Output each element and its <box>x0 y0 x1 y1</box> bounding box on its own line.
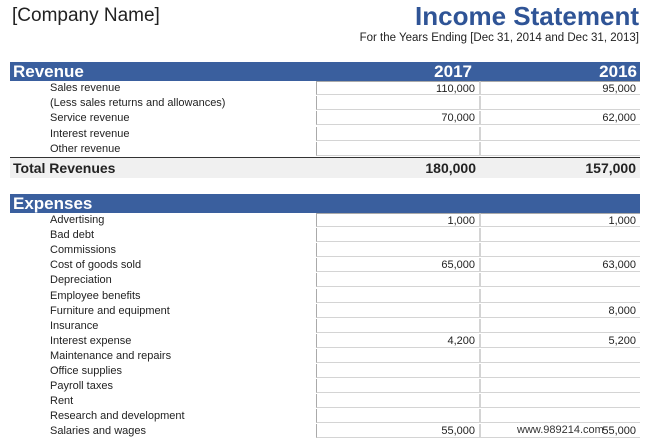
cell-2016[interactable] <box>480 288 640 303</box>
page-title: Income Statement <box>415 1 639 31</box>
year-2017-header: 2017 <box>434 62 472 81</box>
cell-2016[interactable]: 63,000 <box>480 258 640 273</box>
table-row: Advertising 1,000 1,000 <box>10 213 640 228</box>
cell-2016[interactable]: 95,000 <box>480 81 640 95</box>
cell-2016[interactable]: 62,000 <box>480 111 640 126</box>
cell-2017[interactable] <box>316 243 480 258</box>
cell-2017[interactable]: 55,000 <box>316 424 480 439</box>
cell-2017[interactable] <box>316 273 480 288</box>
row-label: Sales revenue <box>50 82 121 94</box>
table-row: Employee benefits <box>10 288 640 304</box>
cell-2016[interactable] <box>480 228 640 243</box>
row-label: (Less sales returns and allowances) <box>50 97 226 110</box>
row-label: Service revenue <box>50 112 130 125</box>
cell-2017[interactable] <box>316 96 480 111</box>
cell-2017[interactable]: 4,200 <box>316 333 480 348</box>
row-label: Employee benefits <box>50 289 141 302</box>
row-label: Commissions <box>50 244 117 257</box>
cell-2016[interactable] <box>480 273 640 288</box>
cell-2016[interactable] <box>480 126 640 141</box>
row-label: Maintenance and repairs <box>50 349 172 362</box>
cell-2017[interactable] <box>316 364 480 378</box>
cell-2016[interactable] <box>480 243 640 258</box>
cell-2016[interactable] <box>480 96 640 111</box>
cell-2017[interactable]: 1,000 <box>316 213 480 227</box>
cell-2017[interactable] <box>316 318 480 333</box>
cell-2016[interactable] <box>480 318 640 333</box>
table-row: Office supplies <box>10 364 640 379</box>
total-label: Total Revenues <box>13 160 116 176</box>
row-label: Bad debt <box>50 229 95 242</box>
cell-2017[interactable] <box>316 303 480 318</box>
table-row: Bad debt <box>10 228 640 243</box>
cell-2016[interactable] <box>480 379 640 394</box>
cell-2017[interactable] <box>316 228 480 243</box>
cell-2016[interactable]: 1,000 <box>480 213 640 227</box>
total-2016: 157,000 <box>585 160 636 176</box>
cell-2016[interactable] <box>480 141 640 156</box>
row-label: Advertising <box>50 214 105 226</box>
table-row: Cost of goods sold 65,000 63,000 <box>10 258 640 273</box>
table-row: Interest expense 4,200 5,200 <box>10 333 640 349</box>
table-row: Furniture and equipment 8,000 <box>10 303 640 319</box>
cell-2016[interactable] <box>480 409 640 424</box>
cell-2017[interactable] <box>316 394 480 409</box>
cell-2017[interactable] <box>316 409 480 424</box>
revenue-label: Revenue <box>13 62 84 81</box>
row-label: Salaries and wages <box>50 425 147 438</box>
table-row: Insurance <box>10 318 640 334</box>
cell-2017[interactable] <box>316 288 480 303</box>
row-label: Payroll taxes <box>50 380 113 393</box>
cell-2017[interactable]: 65,000 <box>316 258 480 273</box>
table-row: Other revenue <box>10 141 640 157</box>
expenses-header: Expenses <box>10 194 640 213</box>
row-label: Rent <box>50 395 74 408</box>
period-subtitle: For the Years Ending [Dec 31, 2014 and D… <box>359 32 639 44</box>
cell-2017[interactable] <box>316 126 480 141</box>
year-2016-header: 2016 <box>599 62 637 81</box>
row-label: Office supplies <box>50 365 122 377</box>
total-2017: 180,000 <box>425 160 476 176</box>
table-row: Sales revenue 110,000 95,000 <box>10 81 640 96</box>
cell-2016[interactable] <box>480 348 640 363</box>
cell-2017[interactable] <box>316 348 480 363</box>
row-label: Interest expense <box>50 334 132 347</box>
cell-2016[interactable] <box>480 394 640 409</box>
table-row: Rent <box>10 394 640 409</box>
row-label: Depreciation <box>50 274 112 287</box>
table-row: Payroll taxes <box>10 379 640 394</box>
table-row: Maintenance and repairs <box>10 348 640 364</box>
table-row: Commissions <box>10 243 640 258</box>
expenses-label: Expenses <box>13 194 93 213</box>
table-row: Interest revenue <box>10 126 640 142</box>
row-label: Cost of goods sold <box>50 259 142 272</box>
company-name: [Company Name] <box>12 5 160 26</box>
row-label: Interest revenue <box>50 127 130 140</box>
row-label: Research and development <box>50 410 185 423</box>
row-label: Furniture and equipment <box>50 304 170 317</box>
table-row: Service revenue 70,000 62,000 <box>10 111 640 126</box>
revenue-header: Revenue 2017 2016 <box>10 62 640 81</box>
row-label: Other revenue <box>50 142 121 155</box>
table-row: (Less sales returns and allowances) <box>10 96 640 111</box>
table-row: Research and development <box>10 409 640 424</box>
cell-2016[interactable]: 8,000 <box>480 303 640 318</box>
total-revenues-row: Total Revenues 180,000 157,000 <box>10 157 640 178</box>
cell-2017[interactable]: 70,000 <box>316 111 480 126</box>
table-row: Depreciation <box>10 273 640 288</box>
cell-2017[interactable] <box>316 379 480 394</box>
cell-2017[interactable]: 110,000 <box>316 81 480 95</box>
cell-2016[interactable] <box>480 364 640 378</box>
row-label: Insurance <box>50 319 99 332</box>
watermark: www.989214.com <box>517 424 604 436</box>
cell-2016[interactable]: 5,200 <box>480 333 640 348</box>
cell-2017[interactable] <box>316 141 480 156</box>
